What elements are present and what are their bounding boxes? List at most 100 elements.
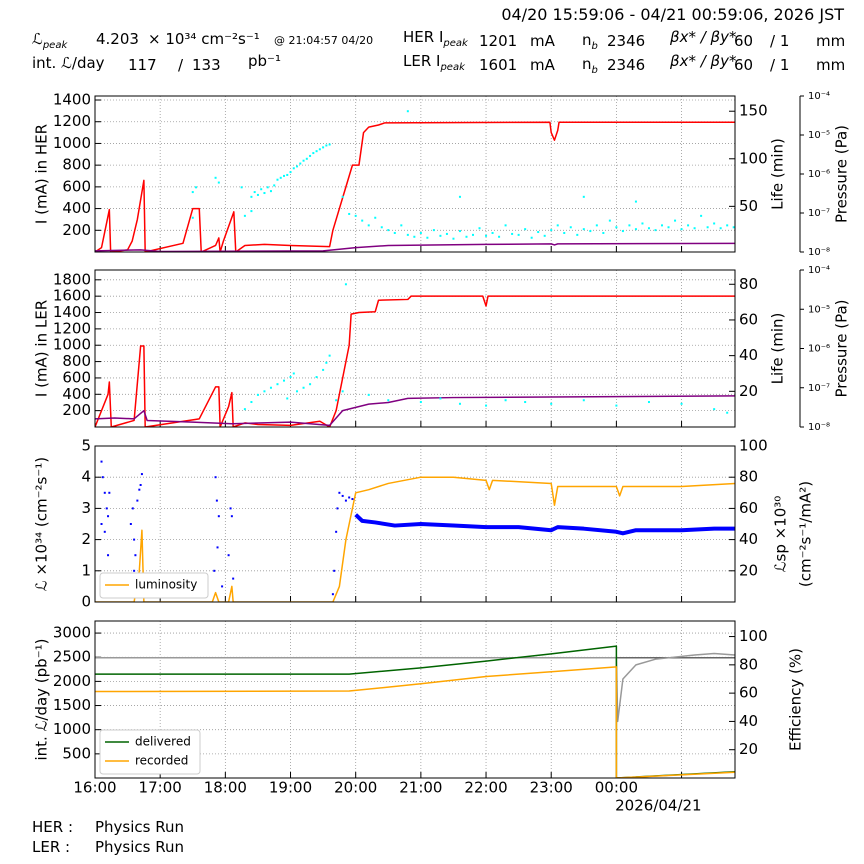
data-point: [634, 200, 637, 203]
y-right-tick-label: 100: [739, 437, 768, 455]
data-point: [217, 515, 220, 518]
intl-unit: pb⁻¹: [248, 52, 281, 70]
pressure-tick-label: 10⁻⁷: [808, 383, 830, 394]
data-point: [217, 181, 220, 184]
data-point: [292, 372, 295, 375]
lpeak-label: ℒpeak: [32, 30, 68, 51]
data-point: [232, 577, 235, 580]
y-tick-label: 400: [62, 199, 91, 217]
y-tick-label: 1200: [53, 319, 91, 337]
x-tick-label: 17:00: [139, 779, 182, 797]
data-point: [556, 224, 559, 227]
data-point: [333, 569, 336, 572]
data-point: [615, 404, 618, 407]
y-right-axis-label: Life (min): [769, 313, 787, 385]
data-point: [328, 143, 331, 146]
data-point: [713, 408, 716, 411]
x-tick-label: 23:00: [530, 779, 573, 797]
data-point: [315, 376, 318, 379]
data-point: [250, 401, 253, 404]
data-point: [283, 379, 286, 382]
data-point: [215, 499, 218, 502]
y-right-tick-label: 60: [739, 684, 758, 702]
data-point: [341, 390, 344, 393]
series-specific-luminosity-trend: [354, 513, 735, 536]
pressure-tick-label: 10⁻⁶: [808, 169, 830, 180]
data-point: [227, 554, 230, 557]
y-tick-label: 1600: [53, 287, 91, 305]
data-point: [628, 224, 631, 227]
data-point: [322, 146, 325, 149]
series-efficiency: [95, 652, 735, 723]
x-tick-label: 16:00: [73, 779, 116, 797]
data-point: [387, 399, 390, 402]
data-point: [491, 231, 494, 234]
ler-ipeak-label: LER Ipeak: [403, 52, 465, 73]
data-point: [260, 188, 263, 191]
data-point: [269, 190, 272, 193]
data-point: [680, 402, 683, 405]
data-point: [289, 376, 292, 379]
data-point: [524, 228, 527, 231]
data-point: [263, 192, 266, 195]
data-point: [328, 354, 331, 357]
x-tick-label: 00:00: [595, 779, 638, 797]
data-point: [136, 499, 139, 502]
y-tick-label: 1000: [53, 134, 91, 152]
data-point: [713, 222, 716, 225]
data-point: [458, 230, 461, 233]
y-right-axis-label: Efficiency (%): [787, 648, 805, 751]
data-point: [309, 154, 312, 157]
data-point: [103, 491, 106, 494]
data-point: [511, 232, 514, 235]
her-ipeak-value: 1201: [479, 32, 518, 50]
data-point: [576, 233, 579, 236]
data-point: [134, 554, 137, 557]
series-luminosity: [95, 476, 735, 602]
y-tick-label: 500: [62, 744, 91, 762]
data-point: [322, 368, 325, 371]
y-right-tick-label: 80: [739, 655, 758, 673]
data-point: [439, 397, 442, 400]
data-point: [276, 383, 279, 386]
y-tick-label: 1500: [53, 696, 91, 714]
data-point: [296, 390, 299, 393]
ler-betay: / 1: [770, 56, 790, 74]
her-betay: / 1: [770, 32, 790, 50]
x-date-label: 2026/04/21: [615, 797, 701, 815]
data-point: [266, 186, 269, 189]
data-point: [325, 144, 328, 147]
panel-2: [94, 445, 736, 603]
data-point: [129, 523, 132, 525]
data-point: [107, 515, 110, 518]
data-point: [439, 234, 442, 237]
y-axis-label: ℒ ×10³⁴ (cm⁻²s⁻¹): [33, 457, 51, 591]
panel-0: [94, 95, 804, 253]
data-point: [504, 399, 507, 402]
intl-label: int. ℒ/day: [32, 54, 105, 72]
axes-frame: [94, 620, 736, 779]
y-right-axis-label-units: (cm⁻²s⁻¹/mA²): [797, 481, 815, 587]
pressure-tick-label: 10⁻⁴: [808, 265, 830, 276]
her-nb-label: nb: [582, 31, 598, 52]
data-point: [726, 224, 729, 227]
data-point: [131, 507, 134, 510]
data-point: [667, 226, 670, 229]
y-tick-label: 800: [62, 156, 91, 174]
y-tick-label: 1000: [53, 720, 91, 738]
data-point: [341, 195, 344, 198]
data-point: [331, 593, 334, 596]
data-point: [250, 210, 253, 213]
data-point: [719, 227, 722, 230]
series-recorded: [95, 666, 735, 778]
data-point: [139, 484, 142, 486]
ler-nb: 2346: [607, 56, 646, 74]
data-point: [214, 176, 217, 179]
y-axis-label: I (mA) in LER: [33, 300, 51, 397]
y-right-tick-label: 80: [739, 275, 758, 293]
data-point: [478, 227, 481, 230]
data-point: [387, 229, 390, 232]
data-point: [361, 219, 364, 222]
series-HER-lifetime: [191, 110, 735, 240]
y-tick-label: 5: [81, 437, 91, 455]
